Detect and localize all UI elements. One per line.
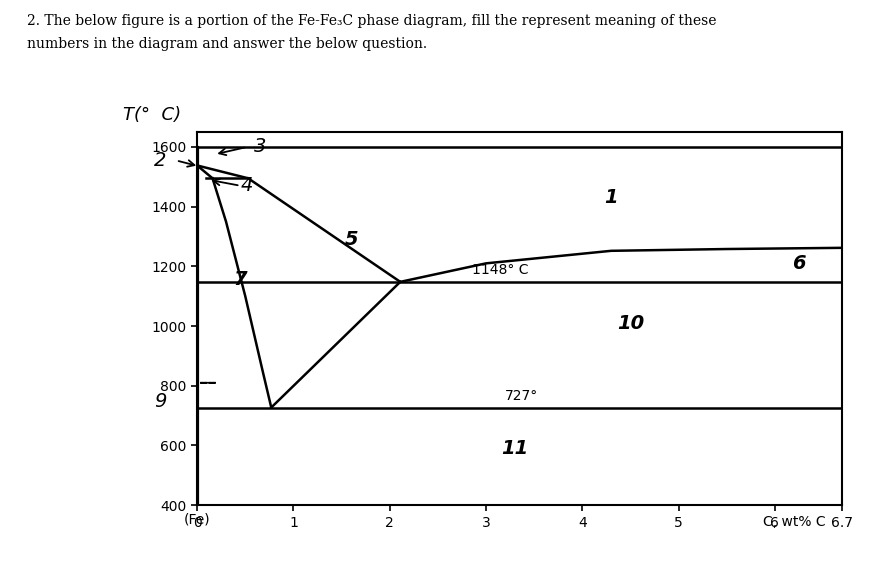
Text: 7: 7 [234,270,247,289]
Text: numbers in the diagram and answer the below question.: numbers in the diagram and answer the be… [27,37,427,51]
Text: (Fe): (Fe) [184,513,211,526]
Text: 10: 10 [616,313,644,332]
Text: 9: 9 [154,391,167,411]
Text: 3: 3 [254,137,266,157]
Text: 1148° C: 1148° C [471,263,528,277]
Text: C, wt% C: C, wt% C [762,515,825,529]
Text: T(°  C): T(° C) [123,106,181,124]
Text: 2: 2 [154,151,167,170]
Text: 5: 5 [344,230,358,249]
Text: 6: 6 [792,254,806,273]
Text: 727°: 727° [505,389,538,403]
Text: 1: 1 [604,188,618,207]
Text: 4: 4 [241,176,254,195]
Text: 2. The below figure is a portion of the Fe-Fe₃C phase diagram, fill the represen: 2. The below figure is a portion of the … [27,14,717,28]
Text: 11: 11 [501,439,529,458]
